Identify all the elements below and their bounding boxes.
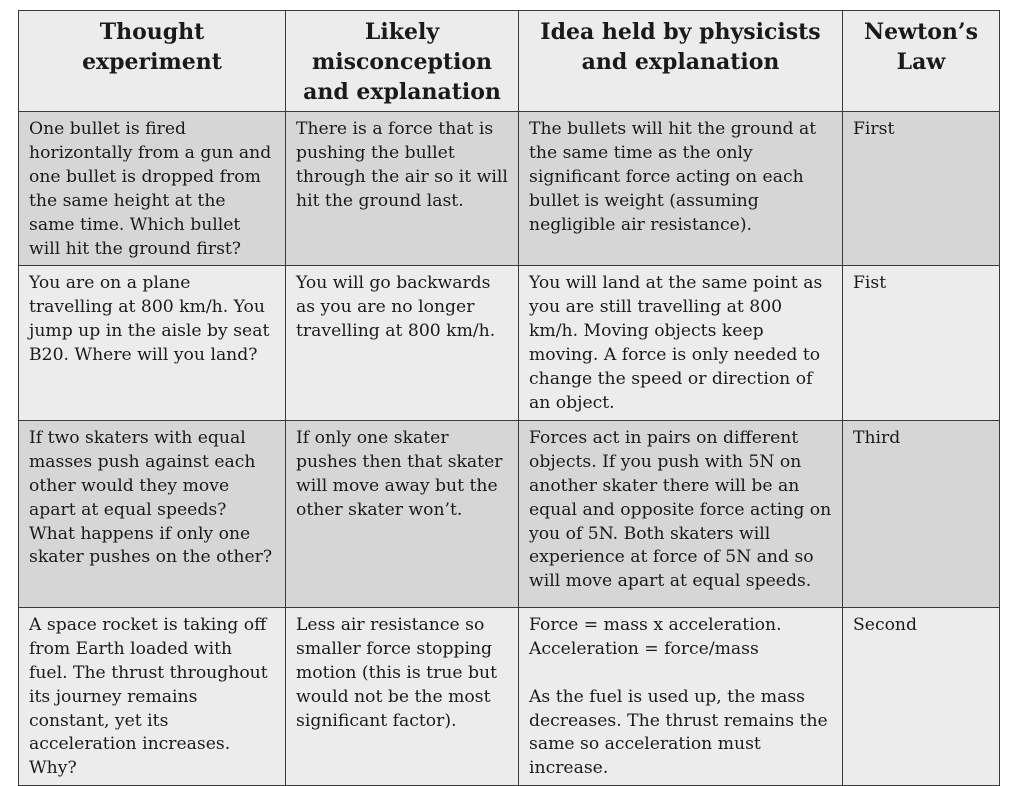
cell-misconception: There is a force that is pushing the bul… bbox=[285, 110, 519, 267]
cell-misconception: If only one skater pushes then that skat… bbox=[285, 419, 519, 608]
cell-physicists-idea: Force = mass x acceleration. Acceleratio… bbox=[518, 606, 843, 786]
cell-physicists-idea: The bullets will hit the ground at the s… bbox=[518, 110, 843, 267]
cell-physicists-idea: Forces act in pairs on different objects… bbox=[518, 419, 843, 608]
cell-thought-experiment: If two skaters with equal masses push ag… bbox=[18, 419, 286, 608]
header-misconception: Likely misconception and explanation bbox=[285, 10, 519, 112]
cell-newtons-law: Fist bbox=[842, 265, 1000, 421]
cell-misconception: Less air resistance so smaller force sto… bbox=[285, 606, 519, 786]
cell-newtons-law: Second bbox=[842, 606, 1000, 786]
newtons-laws-table-container: Thought experiment Likely misconception … bbox=[18, 10, 1000, 786]
header-newtons-law: Newton’s Law bbox=[842, 10, 1000, 112]
cell-thought-experiment: You are on a plane travelling at 800 km/… bbox=[18, 265, 286, 421]
cell-thought-experiment: A space rocket is taking off from Earth … bbox=[18, 606, 286, 786]
header-thought-experiment: Thought experiment bbox=[18, 10, 286, 112]
cell-physicists-idea: You will land at the same point as you a… bbox=[518, 265, 843, 421]
header-physicists-idea: Idea held by physicists and explanation bbox=[518, 10, 843, 112]
table-row: If two skaters with equal masses push ag… bbox=[18, 419, 1000, 608]
table-row: One bullet is fired horizontally from a … bbox=[18, 110, 1000, 267]
newtons-laws-table: Thought experiment Likely misconception … bbox=[18, 10, 1000, 786]
header-row: Thought experiment Likely misconception … bbox=[18, 10, 1000, 112]
cell-newtons-law: First bbox=[842, 110, 1000, 267]
table-row: A space rocket is taking off from Earth … bbox=[18, 606, 1000, 786]
cell-thought-experiment: One bullet is fired horizontally from a … bbox=[18, 110, 286, 267]
cell-misconception: You will go backwards as you are no long… bbox=[285, 265, 519, 421]
table-row: You are on a plane travelling at 800 km/… bbox=[18, 265, 1000, 421]
cell-newtons-law: Third bbox=[842, 419, 1000, 608]
